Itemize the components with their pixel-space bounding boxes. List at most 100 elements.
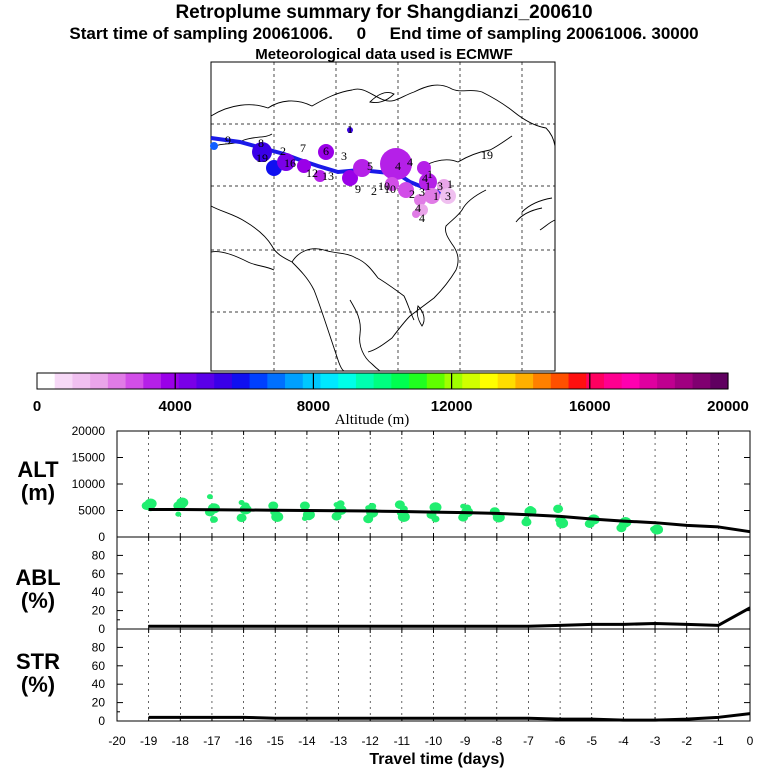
colorbar-swatch — [338, 373, 357, 389]
plume-dot — [440, 188, 456, 204]
scatter-point — [397, 511, 410, 522]
x-tick-label: -15 — [267, 734, 285, 748]
scatter-point — [368, 502, 377, 510]
colorbar-ticks: 0 4000 8000 12000 16000 20000 — [33, 373, 749, 415]
plume-dot — [314, 170, 326, 182]
y-tick-label: 0 — [98, 714, 105, 728]
plume-dot — [398, 182, 414, 198]
x-tick-label: -5 — [586, 734, 597, 748]
colorbar-swatch — [231, 373, 251, 389]
x-axis-title: Travel time (days) — [369, 751, 504, 768]
plume-dot — [347, 127, 353, 133]
colorbar-swatch — [285, 373, 304, 389]
x-tick-label: -7 — [523, 734, 534, 748]
y-tick-label: 60 — [92, 567, 106, 581]
colorbar-swatch — [568, 373, 587, 389]
map-frame — [210, 61, 556, 372]
plume-label: 3 — [341, 149, 347, 163]
y-tick-label: 40 — [92, 677, 106, 691]
border-mongolia — [423, 135, 513, 167]
scatter-point — [521, 517, 532, 527]
series-line — [148, 507, 751, 534]
scatter-point — [236, 513, 247, 523]
colorbar-swatch — [674, 373, 694, 389]
plume-label: 6 — [323, 144, 329, 158]
plume-dot — [318, 144, 334, 160]
colorbar-swatch — [249, 373, 268, 389]
colorbar-swatch — [355, 373, 375, 389]
panel-label: ABL — [15, 565, 60, 590]
colorbar-swatch — [586, 373, 605, 389]
plume-label: 12 — [306, 166, 318, 180]
plume-label: 4 — [419, 211, 425, 225]
y-tick-label: 10000 — [72, 477, 106, 491]
scatter-point — [299, 501, 310, 510]
x-tick-label: -20 — [108, 734, 126, 748]
plume-dot — [385, 177, 399, 191]
x-tick-label: -17 — [203, 734, 221, 748]
plume-label: 10 — [384, 182, 396, 196]
coast-japan — [539, 219, 556, 231]
x-tick-label: -10 — [425, 734, 443, 748]
colorbar-swatch — [373, 373, 392, 389]
plume-label: 1 — [433, 189, 439, 203]
alt-panel: 20000 15000 10000 5000 0 ALT(m) — [17, 424, 751, 544]
colorbar-swatch — [320, 373, 339, 389]
colorbar-swatch — [37, 373, 56, 389]
colorbar-swatch — [497, 373, 516, 389]
colorbar-swatch — [90, 373, 109, 389]
colorbar-swatch — [462, 373, 481, 389]
scatter-point — [429, 502, 442, 513]
plume-label: 1 — [425, 179, 431, 193]
island-hainan — [416, 305, 425, 327]
scatter-point — [494, 513, 503, 521]
border-west — [210, 133, 273, 149]
scatter-point — [241, 502, 250, 510]
panel-unit: (%) — [21, 672, 55, 697]
colorbar-swatch — [72, 373, 91, 389]
scatter-point — [268, 501, 279, 510]
scatter-point — [463, 504, 472, 512]
scatter-point — [431, 515, 440, 523]
scatter-point — [175, 511, 182, 517]
plume-dot — [252, 142, 272, 162]
x-tick-label: -11 — [394, 734, 411, 748]
plume-dot — [417, 161, 431, 175]
x-tick-label: -19 — [140, 734, 158, 748]
plume-track — [210, 127, 456, 218]
y-tick-label: 80 — [92, 548, 106, 562]
y-tick-label: 40 — [92, 585, 106, 599]
x-tick-label: -1 — [713, 734, 724, 748]
plume-label: 3 — [445, 189, 451, 203]
y-tick-label: 60 — [92, 659, 106, 673]
plume-label: 13 — [322, 169, 334, 183]
plume-label: 2 — [371, 184, 377, 198]
coast-indochina — [349, 299, 381, 372]
colorbar-swatch — [267, 373, 286, 389]
border-vietnam — [377, 277, 415, 321]
plume-label: 9 — [225, 133, 231, 147]
plume-label: 9 — [355, 182, 361, 196]
plume-dot — [277, 153, 295, 171]
scatter-point — [558, 517, 567, 524]
x-tick-label: -13 — [330, 734, 348, 748]
plume-dot — [419, 173, 437, 191]
colorbar-swatch — [515, 373, 534, 389]
y-tick-label: 20 — [92, 696, 106, 710]
colorbar-swatch — [178, 373, 198, 389]
colorbar-tick-label: 4000 — [159, 398, 192, 415]
scatter-point — [331, 512, 342, 521]
plume-dot — [342, 170, 358, 186]
scatter-point — [273, 511, 282, 519]
colorbar-tick-label: 0 — [33, 398, 41, 415]
colorbar-swatch — [391, 373, 410, 389]
colorbar-swatch — [710, 373, 729, 389]
plume-label: 3 — [437, 179, 443, 193]
plume-label: 8 — [258, 136, 264, 150]
plume-label: 2 — [409, 187, 415, 201]
plume-dot — [353, 159, 371, 177]
border-myanmar — [291, 248, 379, 279]
colorbar-swatch — [479, 373, 499, 389]
panel-label: STR — [16, 649, 60, 674]
